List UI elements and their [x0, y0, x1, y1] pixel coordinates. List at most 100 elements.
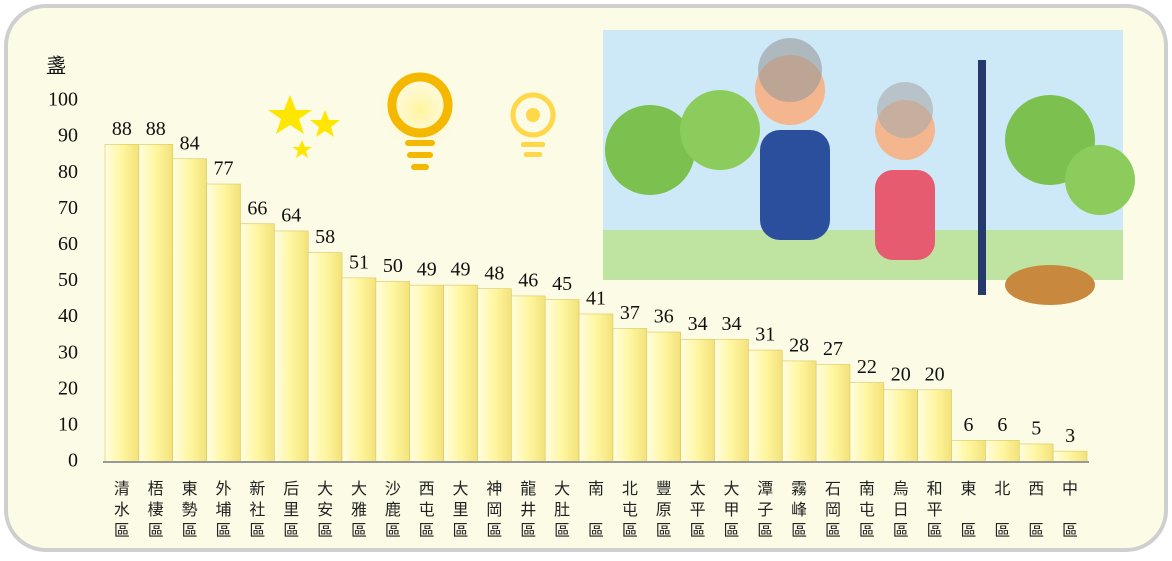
bar [409, 284, 444, 463]
y-tick-label: 80 [58, 161, 78, 183]
value-label: 27 [823, 338, 843, 360]
bar [680, 338, 715, 463]
x-tick-label: 豐原區 [656, 480, 672, 540]
y-tick-label: 10 [58, 413, 78, 435]
bar [578, 313, 614, 463]
icons [268, 68, 556, 170]
value-label: 50 [383, 255, 403, 277]
y-tick-label: 90 [58, 125, 78, 147]
bar [1052, 450, 1088, 463]
y-tick-label: 60 [58, 233, 78, 255]
x-tick-label: 外埔區 [216, 480, 232, 540]
y-axis-label: 盞 [46, 55, 66, 78]
x-tick-label: 南屯區 [859, 480, 875, 540]
value-label: 66 [247, 197, 267, 219]
value-label: 88 [146, 118, 166, 140]
value-label: 3 [1065, 425, 1075, 447]
x-tick-label: 北屯區 [622, 480, 638, 540]
x-tick-label: 和平區 [927, 480, 943, 540]
value-label: 88 [112, 118, 132, 140]
x-tick-label: 西區 [1028, 481, 1044, 540]
bar [951, 440, 986, 463]
x-tick-label: 西屯區 [419, 481, 435, 540]
y-tick-label: 70 [58, 197, 78, 219]
value-label: 5 [1031, 418, 1041, 440]
x-tick-label: 中區 [1062, 480, 1078, 540]
bar [815, 364, 851, 463]
bar [206, 183, 241, 463]
x-tick-label: 北區 [994, 480, 1010, 540]
value-label: 84 [180, 132, 200, 154]
x-tick-label: 新社區 [249, 480, 265, 540]
value-label: 20 [891, 363, 911, 385]
bar [985, 440, 1020, 463]
x-tick-label: 龍井區 [520, 480, 536, 540]
bar [274, 230, 309, 463]
value-label: 34 [721, 313, 741, 335]
bar [612, 328, 648, 463]
y-tick-label: 20 [58, 377, 78, 399]
y-tick-label: 50 [58, 269, 78, 291]
value-label: 64 [281, 205, 301, 227]
value-label: 77 [214, 158, 234, 180]
x-tick-label: 大雅區 [351, 480, 367, 540]
bar [477, 288, 512, 463]
value-label: 49 [451, 259, 471, 281]
x-tick-label: 南區 [588, 480, 604, 540]
bar [511, 295, 546, 463]
bar [917, 389, 952, 463]
bar [307, 252, 343, 463]
bar [172, 158, 207, 463]
x-tick-label: 石岡區 [825, 481, 841, 540]
x-tick-label: 霧峰區 [791, 481, 807, 540]
value-label: 49 [417, 259, 437, 281]
x-tick-label: 沙鹿區 [385, 481, 401, 540]
x-tick-label: 東勢區 [182, 480, 198, 540]
value-label: 51 [349, 251, 369, 273]
y-tick-label: 100 [48, 89, 78, 111]
y-tick-label: 40 [58, 305, 78, 327]
x-tick-label: 大肚區 [554, 480, 570, 540]
bar [375, 281, 411, 463]
value-label: 34 [688, 313, 708, 335]
bar [1018, 443, 1054, 463]
bar [443, 284, 478, 463]
bar [104, 144, 140, 463]
bar [341, 277, 377, 463]
value-label: 28 [789, 335, 809, 357]
x-tick-label: 清水區 [114, 480, 130, 540]
x-tick-label: 神岡區 [486, 480, 502, 540]
bar [240, 223, 275, 463]
x-tick-label: 東區 [960, 480, 976, 540]
x-tick-label: 潭子區 [757, 480, 773, 540]
value-label: 36 [654, 306, 674, 328]
illustration [603, 30, 1135, 305]
x-tick-label: 大甲區 [723, 480, 739, 540]
x-tick-label: 大里區 [453, 480, 469, 540]
value-label: 31 [755, 324, 775, 346]
bar [849, 382, 885, 463]
value-label: 48 [484, 262, 504, 284]
value-label: 22 [857, 356, 877, 378]
bar [714, 338, 749, 463]
y-tick-label: 0 [68, 450, 78, 472]
bar [544, 299, 580, 463]
x-tick-label: 太平區 [690, 480, 706, 540]
value-label: 37 [620, 302, 640, 324]
y-tick-label: 30 [58, 341, 78, 363]
bar [138, 144, 174, 463]
value-label: 6 [997, 414, 1007, 436]
x-tick-label: 后里區 [283, 480, 299, 540]
bar [748, 349, 783, 463]
x-tick-label: 大安區 [317, 480, 333, 540]
bar [646, 331, 681, 463]
x-tick-label: 梧棲區 [148, 480, 164, 540]
bar [883, 389, 918, 463]
value-label: 45 [552, 273, 572, 295]
x-tick-label: 烏日區 [893, 480, 909, 540]
value-label: 20 [925, 363, 945, 385]
value-label: 41 [586, 288, 606, 310]
value-label: 46 [518, 270, 538, 292]
